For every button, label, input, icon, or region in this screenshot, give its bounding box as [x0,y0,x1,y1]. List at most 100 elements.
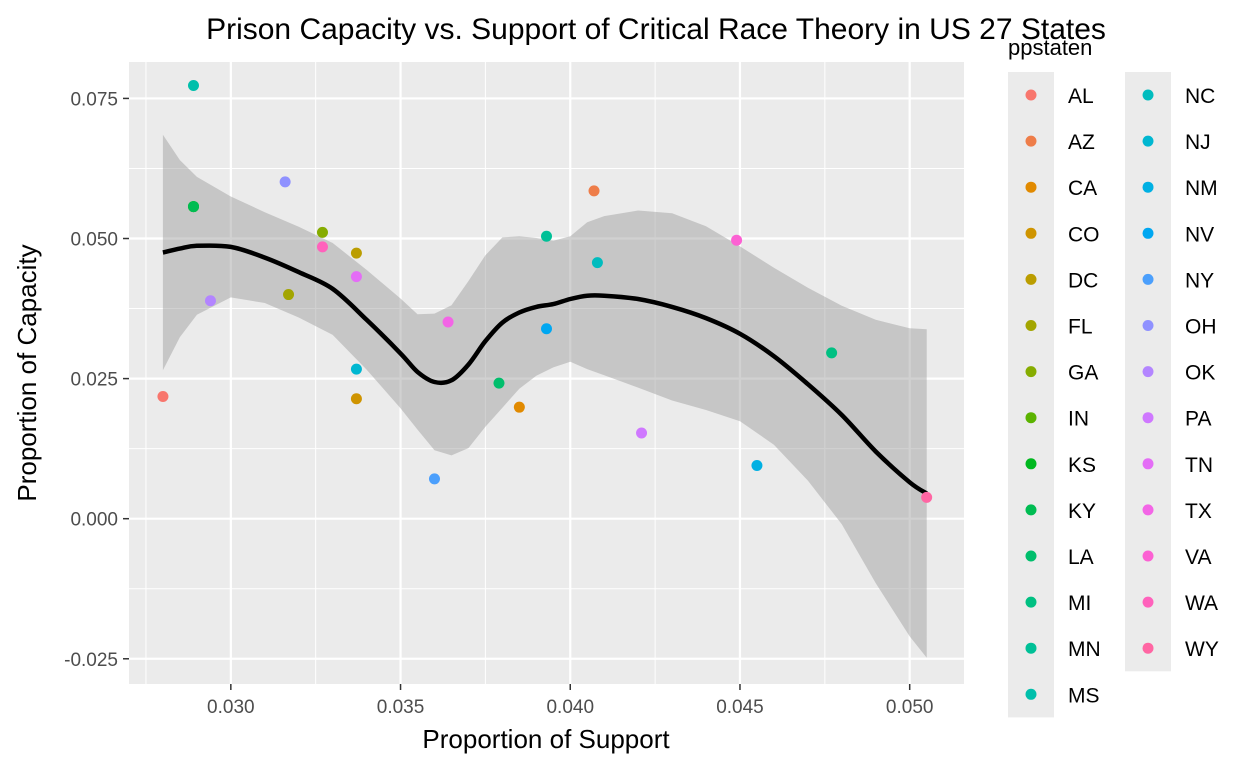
x-tick-label: 0.045 [716,697,764,718]
legend-key-az [1025,135,1037,147]
data-point-wy [921,491,933,503]
legend-label-pa: PA [1185,408,1211,431]
legend-label-tn: TN [1185,454,1213,477]
x-tick-label: 0.050 [886,697,934,718]
legend-key-dc [1025,273,1037,285]
legend: AL AZ CA CO DC FL GA IN KS KY LA MI MN MS NC NJ NM NV NY OH… [1008,72,1219,718]
legend-label-nv: NV [1185,223,1214,246]
data-point-tx [442,316,454,328]
data-point-nj [350,363,362,375]
legend-key-nv [1142,227,1154,239]
legend-key-in [1025,412,1037,424]
legend-key-nm [1142,181,1154,193]
smooth-line [162,243,928,496]
data-point-pa [636,427,648,439]
y-axis-title: Proportion of Capacity [12,244,42,501]
legend-key-va [1142,550,1154,562]
chart-title: Prison Capacity vs. Support of Critical … [206,13,1106,46]
legend-label-wa: WA [1185,592,1218,615]
legend-key-oh [1142,320,1154,331]
legend-label-nj: NJ [1185,131,1211,154]
confidence-band-area [162,134,927,658]
data-point-ca [513,401,525,413]
data-point-fl [283,289,295,301]
legend-key-wy [1142,642,1154,654]
legend-key-ny [1142,273,1154,285]
data-point-wa [316,241,328,253]
legend-key-ms [1025,688,1037,700]
legend-key-nc [1142,89,1154,101]
x-tick-label: 0.030 [207,697,255,718]
legend-label-la: LA [1068,546,1094,569]
legend-key-ky [1025,504,1037,516]
data-points [157,80,933,503]
x-axis-title: Proportion of Support [422,724,670,754]
data-point-dc [350,247,362,259]
legend-label-az: AZ [1068,131,1095,154]
legend-label-fl: FL [1068,316,1093,339]
legend-label-wy: WY [1185,638,1219,661]
legend-label-nm: NM [1185,177,1218,200]
legend-label-ny: NY [1185,269,1214,292]
confidence-band [162,134,927,658]
legend-label-ga: GA [1068,362,1098,385]
legend-label-dc: DC [1068,269,1098,292]
legend-key-ga [1025,366,1037,378]
data-point-va [731,234,743,246]
legend-key-tn [1142,458,1154,470]
legend-key-mi [1025,596,1037,608]
data-point-la [493,377,505,389]
legend-label-tx: TX [1185,500,1212,523]
legend-key-pa [1142,412,1154,424]
data-point-co [350,393,362,405]
legend-label-nc: NC [1185,85,1215,108]
legend-key-fl [1025,320,1037,331]
data-point-al [157,391,169,403]
legend-key-wa [1142,596,1154,608]
legend-label-mi: MI [1068,592,1091,615]
smooth-curve [162,243,928,496]
legend-key-tx [1142,504,1154,516]
legend-key-la [1025,550,1037,562]
legend-key-al [1025,89,1037,101]
legend-key-ca [1025,181,1037,193]
legend-label-ca: CA [1068,177,1097,200]
legend-label-al: AL [1068,85,1094,108]
data-point-ok [204,295,216,307]
data-point-nm [751,459,763,471]
data-point-az [588,185,600,197]
legend-label-ks: KS [1068,454,1096,477]
y-tick-label: -0.025 [64,650,118,671]
legend-key-background [1008,72,1054,718]
data-point-tn [350,271,362,283]
data-point-ny [428,473,440,485]
data-point-mi [826,347,838,359]
legend-key-co [1025,227,1037,239]
y-tick-label: 0.000 [70,510,118,531]
y-tick-label: 0.025 [70,370,118,391]
data-point-nv [541,323,552,335]
legend-label-ok: OK [1185,362,1215,385]
legend-key-ok [1142,366,1154,378]
y-tick-label: 0.050 [70,230,118,251]
legend-label-ms: MS [1068,684,1100,707]
legend-title: ppstaten [1008,35,1092,60]
legend-label-va: VA [1185,546,1211,569]
legend-label-ky: KY [1068,500,1096,523]
legend-label-co: CO [1068,223,1100,246]
y-tick-label: 0.075 [70,89,118,110]
x-tick-label: 0.035 [377,697,425,718]
grid-lines [129,62,964,684]
legend-key-ks [1025,458,1037,470]
legend-key-mn [1025,642,1037,654]
x-tick-label: 0.040 [546,697,594,718]
legend-label-in: IN [1068,408,1089,431]
data-point-ga [316,226,328,238]
data-point-ky [187,201,199,213]
data-point-ms [187,80,199,92]
data-point-mn [541,230,552,242]
legend-label-oh: OH [1185,316,1217,339]
data-point-nc [591,257,603,269]
axis-ticks: 0.030 0.035 0.040 0.045 0.050 0.075 0.050 0.025… [64,89,933,718]
